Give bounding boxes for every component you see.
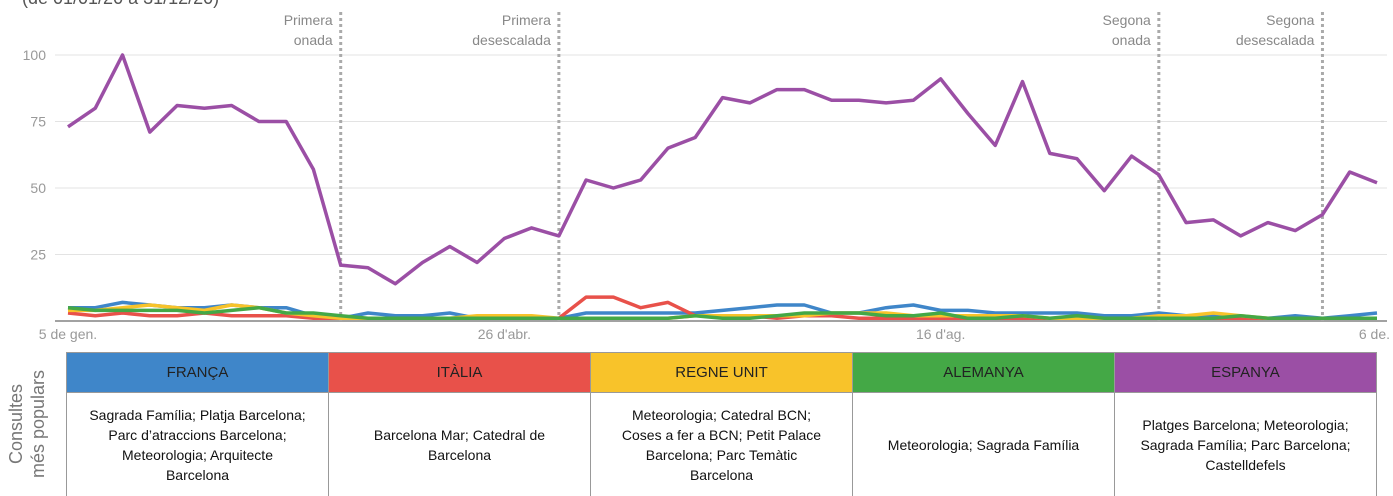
column-header: FRANÇA [67,352,328,393]
y-tick-label: 100 [23,47,47,63]
column-text: Meteorologia; Catedral BCN; Coses a fer … [621,406,822,483]
event-label: desescalada [472,32,551,48]
table-column: FRANÇA Sagrada Família; Platja Barcelona;… [66,352,328,496]
series-line [67,53,1378,286]
event-label: desescalada [1236,32,1315,48]
table-column: ESPANYA Platges Barcelona; Meteorologia; … [1114,352,1377,496]
event-label: Primera [502,12,551,28]
table: FRANÇA Sagrada Família; Platja Barcelona;… [66,352,1377,496]
column-text: Sagrada Família; Platja Barcelona; Parc … [89,406,306,483]
x-tick-label: 5 de gen. [39,326,97,342]
series-line [67,305,1377,321]
chart-subtitle: (de 01/01/20 a 31/12/20) [22,0,219,8]
column-text: Meteorologia; Sagrada Família [887,436,1080,453]
column-header: ALEMANYA [853,352,1114,393]
event-label: Segona [1266,12,1314,28]
x-tick-label: 16 d'ag. [916,326,965,342]
y-tick-label: 50 [30,180,46,196]
series-line [68,300,1378,321]
table-column: ALEMANYA Meteorologia; Sagrada Família [852,352,1114,496]
column-header: ITÀLIA [329,352,590,393]
x-tick-label: 26 d'abr. [478,326,531,342]
row-label-text: més populars [28,370,48,478]
row-label-text: Consultes [6,384,26,464]
column-header: ESPANYA [1115,352,1376,393]
y-tick-label: 25 [30,247,46,263]
table-column: REGNE UNIT Meteorologia; Catedral BCN; Co… [590,352,852,496]
event-label: onada [294,32,333,48]
column-text: Platges Barcelona; Meteorologia; Sagrada… [1140,416,1351,473]
event-label: Segona [1103,12,1151,28]
column-text: Barcelona Mar; Catedral de Barcelona [373,426,546,463]
event-label: Primera [284,12,333,28]
y-tick-label: 75 [30,114,46,130]
table-column: ITÀLIA Barcelona Mar; Catedral de Barcelo… [328,352,590,496]
row-label: Consultes més populars [6,370,48,478]
column-header: REGNE UNIT [591,352,852,393]
x-tick-label: 6 de. [1359,326,1390,342]
chart: (de 01/01/20 a 31/12/20) 25 50 75 100 5 de g… [22,0,1390,342]
event-label: onada [1112,32,1151,48]
